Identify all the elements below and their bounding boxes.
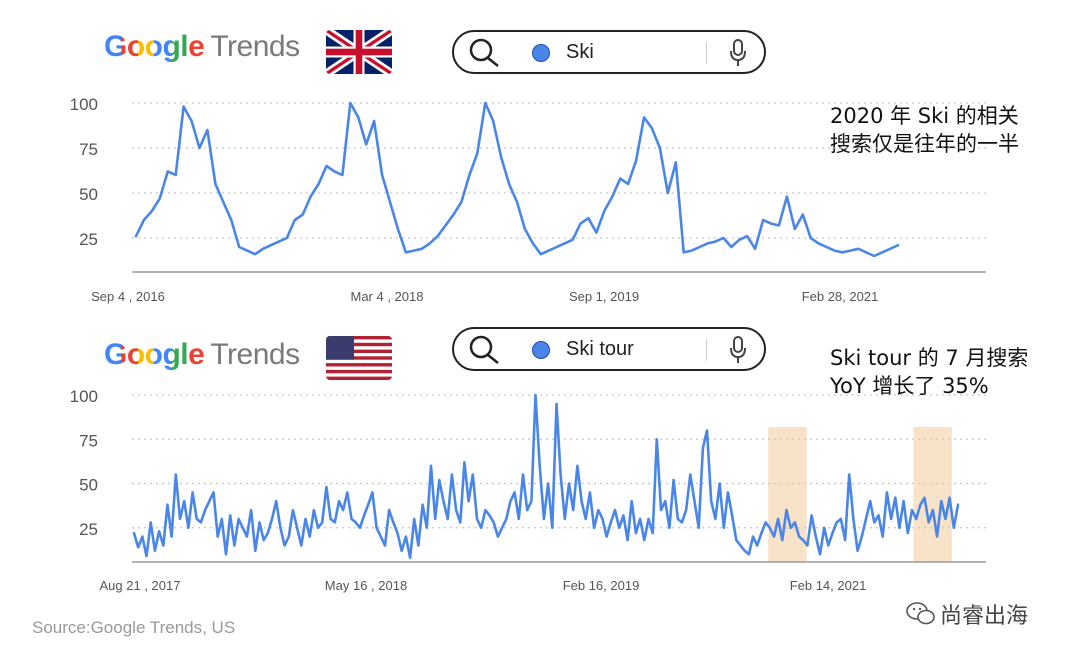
watermark-text: 尚睿出海	[940, 604, 1029, 629]
microphone-icon[interactable]	[728, 38, 748, 73]
logo-trends: Trends	[210, 30, 300, 63]
x-tick-label: Aug 21 , 2017	[100, 578, 181, 593]
source-note: Source:Google Trends, US	[32, 618, 236, 637]
search-icon[interactable]	[468, 38, 502, 73]
annotation-line: 2020 年 Ski 的相关	[830, 104, 1019, 128]
uk-ski-trend-chart: 25 50 75 100 Sep 4 , 2016 Mar 4 , 2018 Sep 1, …	[70, 95, 986, 304]
x-tick-label: Sep 4 , 2016	[91, 289, 165, 304]
y-tick-label: 100	[70, 387, 98, 406]
divider	[706, 42, 707, 64]
y-tick-label: 75	[79, 431, 98, 450]
annotation-us: Ski tour 的 7 月搜索 YoY 增长了 35%	[830, 344, 1028, 400]
x-tick-label: Feb 14, 2021	[790, 578, 867, 593]
highlight-range	[768, 427, 807, 562]
us-flag-icon	[326, 336, 392, 380]
highlight-range	[913, 427, 952, 562]
search-term[interactable]: Ski tour	[566, 338, 634, 360]
y-tick-label: 25	[79, 520, 98, 539]
search-box[interactable]: Ski tour	[452, 327, 766, 371]
x-tick-label: Feb 16, 2019	[563, 578, 640, 593]
x-tick-label: Sep 1, 2019	[569, 289, 639, 304]
logo-trends: Trends	[210, 338, 300, 371]
series-dot-icon	[532, 44, 550, 62]
search-box[interactable]: Ski	[452, 30, 766, 74]
x-tick-label: Mar 4 , 2018	[351, 289, 424, 304]
y-tick-label: 25	[79, 230, 98, 249]
annotation-line: Ski tour 的 7 月搜索	[830, 346, 1029, 370]
x-tick-label: Feb 28, 2021	[802, 289, 879, 304]
y-tick-label: 100	[70, 95, 98, 114]
microphone-icon[interactable]	[728, 335, 748, 370]
annotation-line: YoY 增长了 35%	[830, 374, 989, 398]
search-term[interactable]: Ski	[566, 41, 594, 63]
wechat-icon	[906, 601, 936, 633]
search-icon[interactable]	[468, 335, 502, 370]
watermark: 尚睿出海	[906, 598, 1028, 633]
logo-google: Google	[104, 338, 205, 371]
series-line	[132, 393, 960, 560]
series-line	[134, 101, 900, 258]
google-trends-logo: Google Trends	[104, 338, 300, 372]
y-tick-label: 50	[79, 185, 98, 204]
uk-flag-icon	[326, 30, 392, 74]
x-tick-label: May 16 , 2018	[325, 578, 407, 593]
google-trends-logo: Google Trends	[104, 30, 300, 64]
y-tick-label: 50	[79, 476, 98, 495]
y-tick-label: 75	[79, 140, 98, 159]
annotation-uk: 2020 年 Ski 的相关 搜索仅是往年的一半	[830, 102, 1019, 158]
series-dot-icon	[532, 341, 550, 359]
divider	[706, 339, 707, 361]
logo-google: Google	[104, 30, 205, 63]
annotation-line: 搜索仅是往年的一半	[830, 132, 1019, 156]
